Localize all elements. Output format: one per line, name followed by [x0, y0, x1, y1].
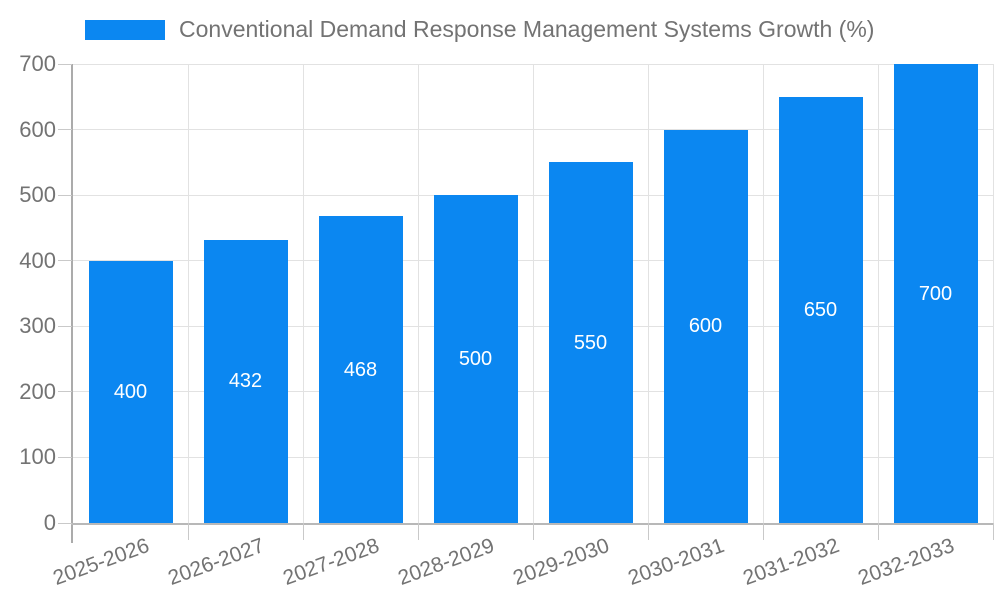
x-axis-tick [877, 523, 879, 540]
y-axis-tick-label: 0 [43, 510, 56, 535]
x-axis-tick [647, 523, 649, 540]
bar-value-label: 550 [573, 331, 608, 354]
y-axis-tick [58, 260, 72, 262]
plot-area: 400 432 468 500 550 600 650 700 0 100 200 300 400 50… [19, 53, 994, 590]
x-axis-tick [417, 523, 419, 540]
y-axis-tick-label: 100 [19, 444, 56, 470]
y-axis-line [71, 64, 73, 543]
gridline-vertical [187, 64, 189, 523]
x-axis-tick [532, 523, 534, 540]
bar-value-label: 600 [688, 315, 723, 338]
y-axis-tick-label: 700 [19, 51, 56, 76]
bar-2028-2029[interactable]: 500 [433, 195, 518, 523]
x-axis-tick-label: 2025-2026 [50, 534, 153, 590]
y-axis-tick [58, 129, 72, 131]
legend-color-swatch [85, 19, 165, 40]
x-axis-tick [992, 523, 994, 540]
x-axis-tick [187, 523, 189, 540]
gridline-vertical [762, 64, 764, 523]
bar-2027-2028[interactable]: 468 [318, 216, 403, 523]
x-axis-tick-label: 2028-2029 [395, 534, 498, 590]
x-axis-tick-label: 2030-2031 [625, 534, 728, 590]
gridline-vertical [877, 64, 879, 523]
x-axis-line [71, 523, 993, 525]
gridline-vertical [302, 64, 304, 523]
bar-2026-2027[interactable]: 432 [203, 239, 288, 523]
y-axis-tick-label: 600 [19, 116, 56, 142]
bar-value-label: 650 [803, 298, 838, 321]
bar-value-label: 400 [113, 380, 148, 403]
y-axis-tick [58, 325, 72, 327]
gridline-vertical [532, 64, 534, 523]
bar-2025-2026[interactable]: 400 [88, 260, 173, 523]
bar-value-label: 500 [458, 348, 493, 371]
x-axis-tick-label: 2029-2030 [510, 534, 613, 590]
x-axis-tick-label: 2027-2028 [280, 534, 383, 590]
x-axis-tick-label: 2031-2032 [740, 534, 843, 590]
bar-2032-2033[interactable]: 700 [893, 64, 978, 523]
x-axis-tick-label: 2026-2027 [165, 534, 268, 590]
y-axis-tick-label: 400 [19, 247, 56, 273]
legend-label: Conventional Demand Response Management … [179, 16, 875, 42]
bar-2030-2031[interactable]: 600 [663, 129, 748, 523]
gridline-vertical [647, 64, 649, 523]
y-axis-tick [58, 522, 72, 524]
bar-value-label: 468 [343, 358, 378, 381]
gridline-vertical [417, 64, 419, 523]
y-axis-tick-label: 500 [19, 182, 56, 208]
bar-value-label: 432 [228, 370, 263, 393]
bar-2031-2032[interactable]: 650 [778, 96, 863, 523]
x-axis-tick-label: 2032-2033 [855, 534, 958, 590]
y-axis-tick-label: 300 [19, 313, 56, 339]
x-axis-tick [762, 523, 764, 540]
y-axis-tick [58, 456, 72, 458]
y-axis-tick [58, 63, 72, 65]
y-axis-tick [58, 194, 72, 196]
x-axis-tick [302, 523, 304, 540]
y-axis-tick-label: 200 [19, 378, 56, 404]
bar-2029-2030[interactable]: 550 [548, 162, 633, 523]
chart-legend[interactable]: Conventional Demand Response Management … [85, 16, 874, 43]
gridline-vertical [992, 64, 994, 523]
y-axis-tick [58, 391, 72, 393]
bar-value-label: 700 [918, 282, 953, 305]
